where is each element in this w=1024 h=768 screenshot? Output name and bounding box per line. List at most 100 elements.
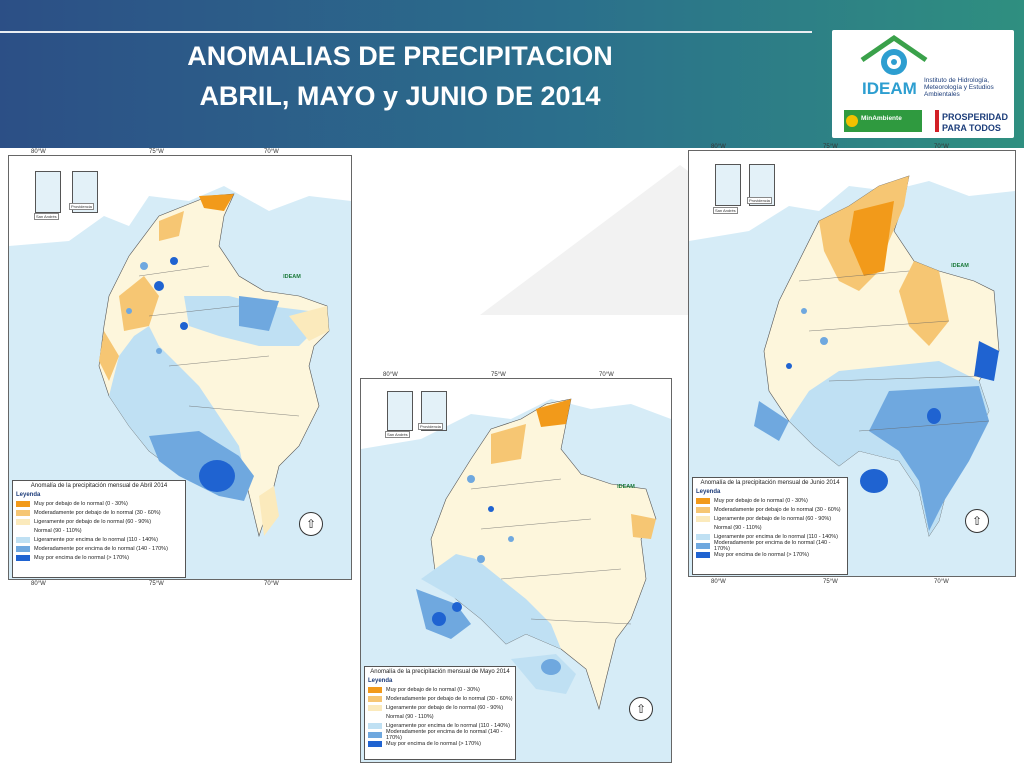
legend-swatch <box>696 497 710 504</box>
inset-san-andres <box>387 391 413 431</box>
legend-heading: Leyenda <box>16 492 41 498</box>
inset-providencia-label: Providencia <box>69 203 94 210</box>
legend-swatch <box>16 500 30 507</box>
page-title: ANOMALIAS DE PRECIPITACION ABRIL, MAYO y… <box>150 36 650 116</box>
legend-swatch <box>368 740 382 747</box>
legend-swatch <box>368 704 382 711</box>
legend-label: Ligeramente por debajo de lo normal (60 … <box>386 704 504 711</box>
legend-swatch <box>16 536 30 543</box>
legend-label: Ligeramente por encima de lo normal (110… <box>34 536 159 543</box>
legend-item: Moderadamente por debajo de lo normal (3… <box>693 505 847 514</box>
north-arrow: ⇧ <box>629 697 653 721</box>
lon-label-70w: 70°W <box>264 149 279 155</box>
map-mayo: San Andrés Providencia IDEAM ⇧ 80°W 75°W… <box>360 372 672 763</box>
legend-swatch <box>368 686 382 693</box>
legend-label: Normal (90 - 110%) <box>386 713 434 720</box>
legend-swatch <box>16 545 30 552</box>
map-ideam-logo: IDEAM <box>283 274 301 280</box>
legend-swatch <box>696 515 710 522</box>
legend-item: Ligeramente por debajo de lo normal (60 … <box>365 703 515 712</box>
legend-swatch <box>368 731 382 738</box>
legend-label: Ligeramente por debajo de lo normal (60 … <box>34 518 152 525</box>
legend-junio: Anomalía de la precipitación mensual de … <box>692 477 848 575</box>
lon-label-75w-bottom: 75°W <box>149 581 164 587</box>
legend-label: Moderadamente por encima de lo normal (1… <box>714 539 831 552</box>
legend-label: Normal (90 - 110%) <box>34 527 82 534</box>
legend-title: Anomalía de la precipitación mensual de … <box>370 669 510 675</box>
lon-label-75w: 75°W <box>149 149 164 155</box>
inset-san-andres <box>715 164 741 206</box>
lon-label-80w-bottom: 80°W <box>711 579 726 585</box>
legend-item: Normal (90 - 110%) <box>365 712 515 721</box>
legend-label: Muy por debajo de lo normal (0 - 30%) <box>386 686 480 693</box>
legend-label: Normal (90 - 110%) <box>714 524 762 531</box>
legend-item: Moderadamente por encima de lo normal (1… <box>13 544 185 553</box>
legend-item: Normal (90 - 110%) <box>693 523 847 532</box>
legend-item: Ligeramente por encima de lo normal (110… <box>693 532 847 541</box>
lon-label-75w: 75°W <box>491 372 506 378</box>
legend-item: Normal (90 - 110%) <box>13 526 185 535</box>
legend-item: Muy por encima de lo normal (> 170%) <box>365 739 515 748</box>
legend-item: Muy por encima de lo normal (> 170%) <box>693 550 847 559</box>
prosperidad-line-1: PROSPERIDAD <box>942 112 1009 122</box>
legend-item: Moderadamente por debajo de lo normal (3… <box>13 508 185 517</box>
prosperidad-line-2: PARA TODOS <box>942 123 1001 133</box>
map-ideam-logo: IDEAM <box>951 263 969 269</box>
legend-item: Moderadamente por encima de lo normal (1… <box>365 728 515 741</box>
legend-item: Muy por encima de lo normal (> 170%) <box>13 553 185 562</box>
lon-label-70w-bottom: 70°W <box>934 579 949 585</box>
lon-label-70w: 70°W <box>934 144 949 150</box>
legend-swatch <box>696 524 710 531</box>
legend-item: Moderadamente por debajo de lo normal (3… <box>365 694 515 703</box>
legend-swatch <box>696 551 710 558</box>
legend-label: Moderadamente por debajo de lo normal (3… <box>714 506 841 513</box>
legend-swatch <box>16 518 30 525</box>
lon-label-80w-bottom: 80°W <box>31 581 46 587</box>
legend-label: Moderadamente por debajo de lo normal (3… <box>34 509 161 516</box>
legend-item: Ligeramente por debajo de lo normal (60 … <box>693 514 847 523</box>
legend-swatch <box>16 527 30 534</box>
inset-san-andres-label: San Andrés <box>34 213 59 220</box>
legend-label: Ligeramente por encima de lo normal (110… <box>714 533 839 540</box>
legend-label: Muy por debajo de lo normal (0 - 30%) <box>34 500 128 507</box>
legend-title: Anomalía de la precipitación mensual de … <box>700 480 840 486</box>
title-line-2: ABRIL, MAYO y JUNIO DE 2014 <box>199 81 601 111</box>
legend-swatch <box>16 554 30 561</box>
map-abril: San Andrés Providencia IDEAM ⇧ 80°W 75°W… <box>8 149 352 587</box>
lon-label-80w: 80°W <box>711 144 726 150</box>
legend-title: Anomalía de la precipitación mensual de … <box>30 483 168 489</box>
legend-swatch <box>696 533 710 540</box>
lon-label-80w: 80°W <box>31 149 46 155</box>
ideam-logo: IDEAM MinAmbiente PROSPERIDAD PARA TODOS <box>844 34 1009 133</box>
legend-label: Moderadamente por encima de lo normal (1… <box>386 728 503 741</box>
inset-providencia-label: Providencia <box>747 197 772 204</box>
legend-heading: Leyenda <box>696 489 721 495</box>
legend-item: Muy por debajo de lo normal (0 - 30%) <box>365 685 515 694</box>
legend-swatch <box>696 506 710 513</box>
title-line-1: ANOMALIAS DE PRECIPITACION <box>187 41 613 71</box>
legend-swatch <box>368 722 382 729</box>
lon-label-75w: 75°W <box>823 144 838 150</box>
map-junio: San Andrés Providencia IDEAM ⇧ 80°W 75°W… <box>688 144 1016 585</box>
legend-label: Ligeramente por debajo de lo normal (60 … <box>714 515 832 522</box>
legend-heading: Leyenda <box>368 678 393 684</box>
north-arrow: ⇧ <box>965 509 989 533</box>
legend-item: Ligeramente por encima de lo normal (110… <box>365 721 515 730</box>
lon-label-70w-bottom: 70°W <box>264 581 279 587</box>
legend-label: Muy por debajo de lo normal (0 - 30%) <box>714 497 808 504</box>
legend-label: Muy por encima de lo normal (> 170%) <box>34 554 129 561</box>
legend-item: Ligeramente por encima de lo normal (110… <box>13 535 185 544</box>
legend-label: Ligeramente por encima de lo normal (110… <box>386 722 511 729</box>
lon-label-80w: 80°W <box>383 372 398 378</box>
legend-label: Muy por encima de lo normal (> 170%) <box>386 740 481 747</box>
legend-abril: Anomalía de la precipitación mensual de … <box>12 480 186 578</box>
north-arrow: ⇧ <box>299 512 323 536</box>
legend-mayo: Anomalía de la precipitación mensual de … <box>364 666 516 760</box>
legend-label: Muy por encima de lo normal (> 170%) <box>714 551 809 558</box>
legend-label: Moderadamente por debajo de lo normal (3… <box>386 695 513 702</box>
legend-swatch <box>16 509 30 516</box>
inset-san-andres <box>35 171 61 213</box>
legend-item: Muy por debajo de lo normal (0 - 30%) <box>693 496 847 505</box>
legend-swatch <box>696 542 710 549</box>
minambiente-text: MinAmbiente <box>861 115 902 122</box>
